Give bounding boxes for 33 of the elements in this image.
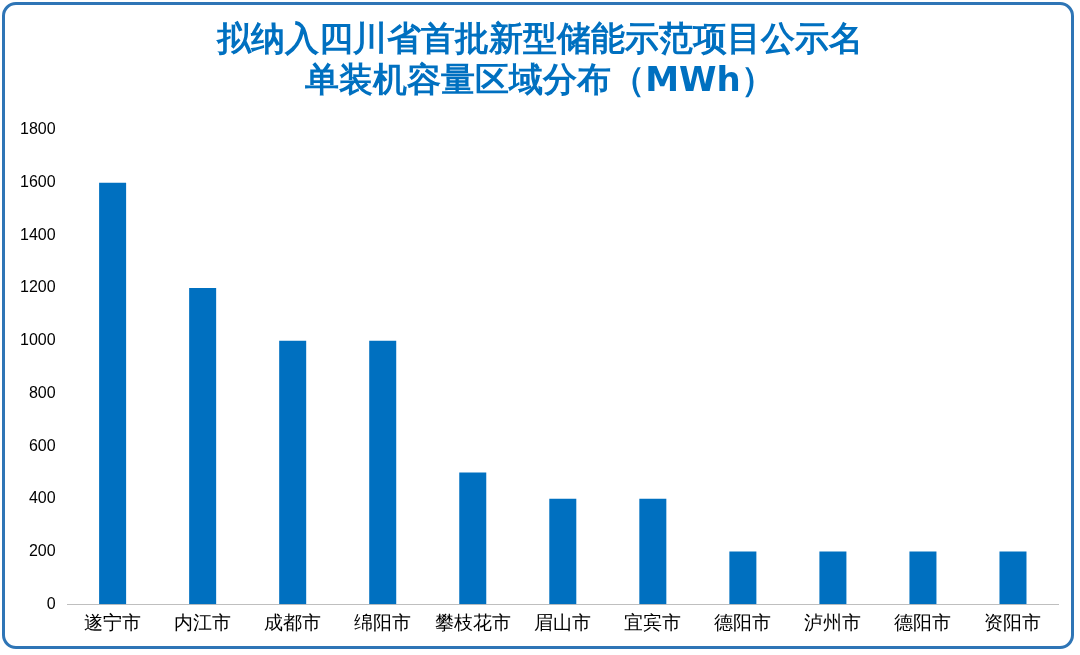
bar: [459, 472, 487, 605]
y-tick-label: 0: [46, 594, 56, 612]
x-tick-label: 德阳市: [894, 610, 952, 633]
x-tick-label: 德阳市: [714, 610, 772, 633]
x-tick-label: 资阳市: [984, 610, 1042, 633]
bar: [99, 182, 127, 605]
x-tick-label: 宜宾市: [624, 610, 682, 633]
x-tick-label: 内江市: [174, 610, 232, 633]
bar: [549, 498, 577, 605]
y-tick-label: 600: [28, 436, 56, 454]
y-tick-label: 200: [28, 541, 56, 559]
bar: [279, 340, 307, 605]
y-tick-label: 800: [28, 383, 56, 401]
y-tick-label: 1000: [20, 331, 56, 349]
y-tick-label: 400: [28, 489, 56, 507]
y-tick-label: 1800: [20, 120, 56, 138]
y-tick-label: 1400: [20, 225, 56, 243]
x-tick-label: 泸州市: [804, 610, 862, 633]
bar: [369, 340, 397, 605]
x-tick-label: 绵阳市: [354, 610, 412, 633]
bar: [999, 551, 1027, 605]
bar: [639, 498, 667, 605]
x-tick-label: 遂宁市: [84, 610, 142, 633]
bar: [189, 288, 217, 605]
y-tick-label: 1600: [20, 173, 56, 191]
chart-title: 拟纳入四川省首批新型储能示范项目公示名单装机容量区域分布（MWh）: [215, 18, 864, 100]
bar: [819, 551, 847, 605]
x-tick-label: 攀枝花市: [434, 610, 511, 633]
bar: [909, 551, 937, 605]
bar: [729, 551, 757, 605]
x-tick-label: 眉山市: [534, 610, 592, 633]
x-tick-label: 成都市: [264, 610, 322, 633]
y-tick-label: 1200: [20, 278, 56, 296]
